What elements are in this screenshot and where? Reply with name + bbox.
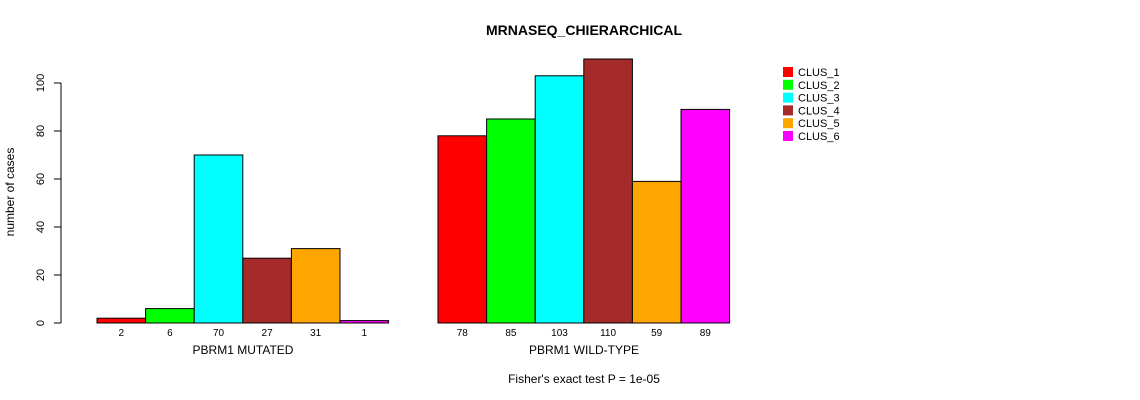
y-tick-label: 80 bbox=[35, 125, 47, 137]
count-label: 89 bbox=[700, 328, 712, 339]
legend-swatch bbox=[783, 105, 793, 116]
legend-label: CLUS_6 bbox=[798, 131, 840, 143]
bar-clus-5 bbox=[290, 248, 341, 324]
y-tick-label: 20 bbox=[35, 269, 47, 281]
legend-swatch bbox=[783, 92, 793, 103]
footnote: Fisher's exact test P = 1e-05 bbox=[508, 372, 660, 386]
y-tick-label: 40 bbox=[35, 221, 47, 233]
bar-clus-6 bbox=[680, 108, 731, 324]
bar-clus-3 bbox=[534, 75, 585, 324]
count-labels: 2 6 70 27 31 1 78 85 103 110 59 89 bbox=[119, 328, 712, 339]
count-label: 110 bbox=[600, 328, 616, 339]
count-label: 31 bbox=[310, 328, 322, 339]
bar-clus-4 bbox=[242, 257, 292, 324]
legend-label: CLUS_4 bbox=[798, 105, 840, 117]
legend-swatch bbox=[783, 118, 793, 129]
group-label-wild-type: PBRM1 WILD-TYPE bbox=[529, 343, 639, 357]
count-label: 1 bbox=[362, 328, 368, 339]
group-label-mutated: PBRM1 MUTATED bbox=[193, 343, 294, 357]
bars bbox=[96, 58, 731, 324]
count-label: 59 bbox=[651, 328, 663, 339]
count-label: 27 bbox=[262, 328, 274, 339]
legend-label: CLUS_5 bbox=[798, 118, 840, 130]
bar-clus-3 bbox=[193, 154, 244, 324]
legend-label: CLUS_2 bbox=[798, 80, 840, 92]
y-tick-label: 0 bbox=[35, 320, 47, 326]
bar-clus-1 bbox=[437, 135, 488, 324]
count-label: 6 bbox=[167, 328, 173, 339]
legend-label: CLUS_3 bbox=[798, 93, 840, 105]
count-label: 78 bbox=[457, 328, 469, 339]
legend-swatch bbox=[783, 67, 793, 77]
y-tick-label: 100 bbox=[35, 74, 47, 92]
y-axis: 0 20 40 60 80 100 bbox=[35, 74, 62, 326]
count-label: 85 bbox=[505, 328, 517, 339]
count-label: 2 bbox=[119, 328, 125, 339]
bar-clus-2 bbox=[486, 118, 536, 324]
legend-label: CLUS_1 bbox=[798, 67, 840, 79]
legend-swatch bbox=[783, 131, 793, 141]
bar-clus-6 bbox=[339, 320, 390, 324]
bar-clus-4 bbox=[583, 58, 633, 324]
chart-title: MRNASEQ_CHIERARCHICAL bbox=[486, 22, 682, 38]
bar-clus-5 bbox=[631, 180, 682, 324]
count-label: 103 bbox=[551, 328, 568, 339]
legend-swatch bbox=[783, 79, 793, 90]
bar-clus-2 bbox=[145, 308, 195, 324]
y-tick-label: 60 bbox=[35, 173, 47, 185]
y-axis-label: number of cases bbox=[3, 148, 17, 237]
bar-clus-1 bbox=[96, 317, 147, 324]
count-label: 70 bbox=[213, 328, 225, 339]
